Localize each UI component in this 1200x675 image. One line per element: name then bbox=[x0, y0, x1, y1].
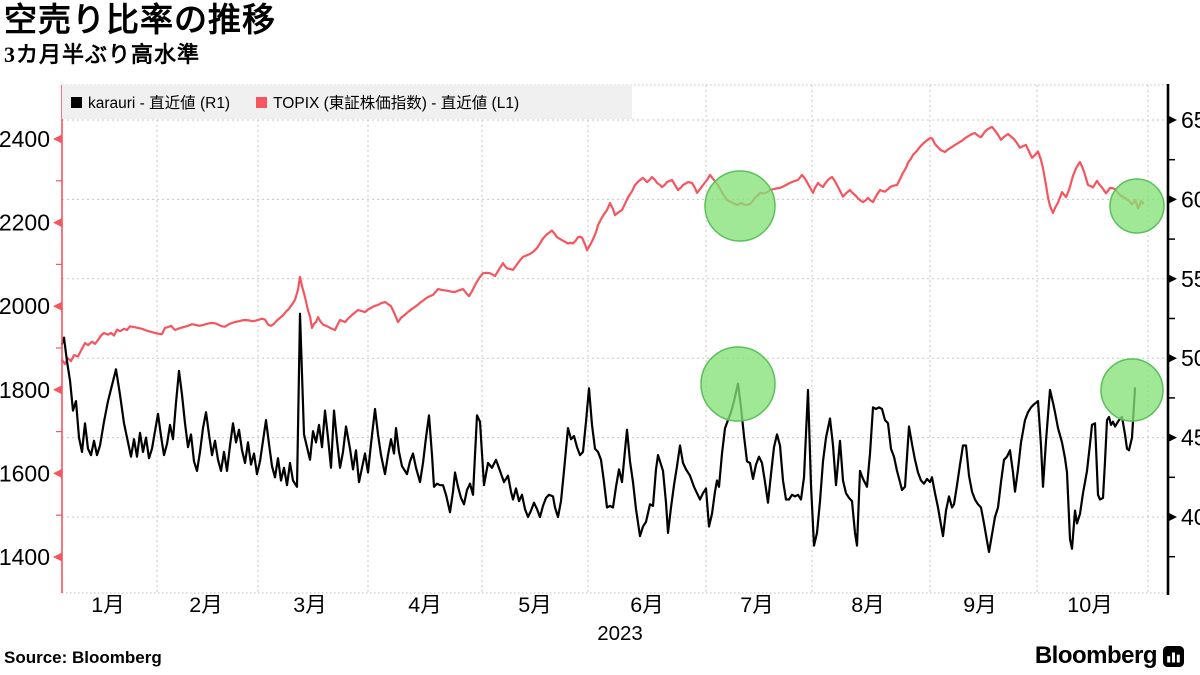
left-axis-tick bbox=[53, 218, 62, 228]
x-axis-month-label: 5月 bbox=[518, 593, 551, 617]
karauri-series-line bbox=[60, 312, 1137, 554]
x-axis-month-label: 1月 bbox=[91, 593, 124, 617]
right-axis-tick-label: 60 bbox=[1181, 186, 1200, 212]
x-axis-month-label: 7月 bbox=[740, 593, 773, 617]
legend-item-label: karauri - 直近値 (R1) bbox=[88, 95, 231, 112]
right-axis-tick bbox=[1168, 274, 1177, 284]
left-axis-tick-label: 1800 bbox=[0, 377, 50, 403]
left-axis-tick bbox=[53, 134, 62, 144]
highlight-circle bbox=[700, 346, 776, 422]
legend-item-label: TOPIX (東証株価指数) - 直近値 (L1) bbox=[273, 95, 520, 112]
x-axis-month-label: 10月 bbox=[1067, 593, 1112, 617]
left-axis-tick bbox=[53, 552, 62, 562]
x-axis-month-label: 4月 bbox=[408, 593, 441, 617]
x-axis-month-label: 9月 bbox=[963, 593, 996, 617]
legend-item-karauri[interactable]: karauri - 直近値 (R1) bbox=[71, 91, 230, 113]
right-axis-tick-label: 40 bbox=[1181, 504, 1200, 530]
right-axis-tick bbox=[1168, 194, 1177, 204]
right-axis-tick bbox=[1168, 433, 1177, 443]
x-axis-month-label: 2月 bbox=[189, 593, 222, 617]
bloomberg-terminal-icon bbox=[1163, 645, 1184, 667]
right-axis-tick-label: 45 bbox=[1181, 425, 1200, 451]
highlight-circle bbox=[704, 170, 776, 242]
topix-series-line bbox=[60, 125, 1145, 365]
right-axis-tick bbox=[1168, 353, 1177, 363]
legend-item-topix[interactable]: TOPIX (東証株価指数) - 直近値 (L1) bbox=[256, 91, 519, 113]
right-axis-tick bbox=[1168, 512, 1177, 522]
left-axis-tick bbox=[53, 301, 62, 311]
left-axis-tick-label: 2200 bbox=[0, 210, 50, 236]
chart-title: 空売り比率の推移 bbox=[4, 3, 276, 39]
right-axis-tick bbox=[1168, 115, 1177, 125]
source-attribution: Source: Bloomberg bbox=[4, 648, 162, 667]
highlight-circle bbox=[1109, 178, 1165, 234]
left-axis-tick-label: 1600 bbox=[0, 460, 50, 486]
x-axis-month-label: 6月 bbox=[630, 593, 663, 617]
chart-subtitle: 3カ月半ぶり高水準 bbox=[4, 42, 201, 67]
x-axis-month-label: 3月 bbox=[293, 593, 326, 617]
left-axis-tick bbox=[53, 468, 62, 478]
x-axis-month-label: 8月 bbox=[851, 593, 884, 617]
right-axis-tick-label: 65 bbox=[1181, 107, 1200, 133]
x-axis-year-label: 2023 bbox=[597, 622, 643, 645]
right-axis-tick-label: 55 bbox=[1181, 266, 1200, 292]
left-axis-tick bbox=[53, 385, 62, 395]
bloomberg-logo-text: Bloomberg bbox=[1034, 642, 1158, 669]
karauri-series-swatch-icon bbox=[71, 96, 82, 108]
left-axis-tick-label: 2400 bbox=[0, 126, 50, 152]
left-axis-tick-label: 1400 bbox=[0, 544, 50, 570]
highlight-circle bbox=[1100, 358, 1164, 422]
left-axis-tick-label: 2000 bbox=[0, 293, 50, 319]
bloomberg-logo: Bloomberg bbox=[1035, 642, 1184, 670]
right-axis-tick-label: 50 bbox=[1181, 345, 1200, 371]
topix-series-swatch-icon bbox=[256, 96, 268, 108]
chart-legend: karauri - 直近値 (R1) TOPIX (東証株価指数) - 直近値 … bbox=[62, 85, 632, 119]
